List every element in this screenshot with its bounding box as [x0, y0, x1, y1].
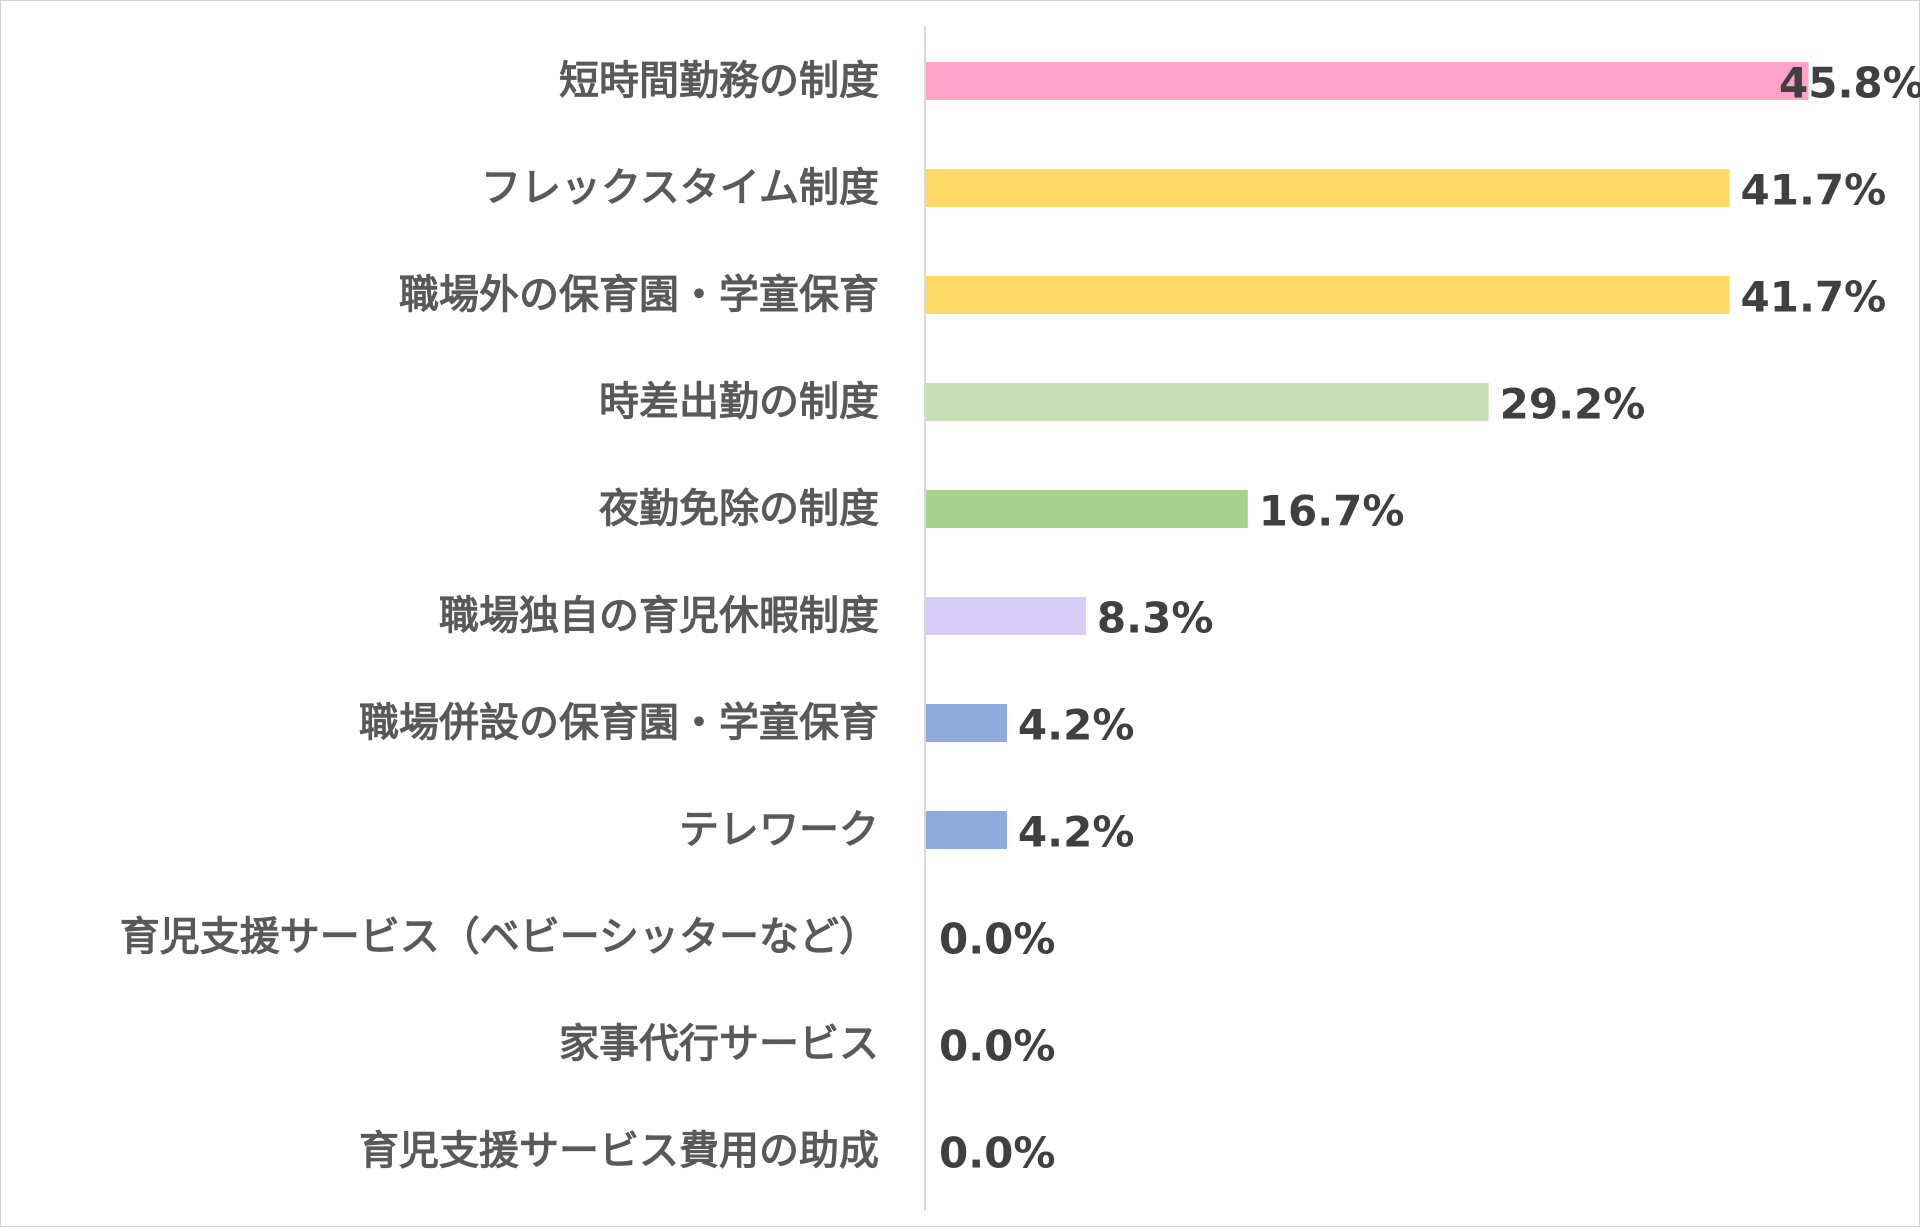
bars-layer [926, 62, 1809, 849]
data-label: 0.0% [939, 1129, 1055, 1178]
category-labels: 短時間勤務の制度フレックスタイム制度職場外の保育園・学童保育時差出勤の制度夜勤免… [120, 58, 879, 1174]
data-label: 4.2% [1018, 808, 1134, 857]
category-label: 夜勤免除の制度 [598, 486, 879, 532]
bar [926, 490, 1248, 528]
value-labels: 45.8% 41.7% 41.7% 29.2% 16.7% 8.3% 4.2% 4.2% 0.0… [939, 59, 1920, 1178]
bar [926, 169, 1730, 207]
category-label: フレックスタイム制度 [481, 165, 879, 211]
category-label: テレワーク [679, 807, 879, 853]
category-label: 家事代行サービス [559, 1021, 879, 1067]
category-label: 職場独自の育児休暇制度 [439, 593, 879, 639]
data-label: 16.7% [1259, 487, 1405, 536]
data-label: 29.2% [1500, 380, 1646, 429]
data-label: 4.2% [1018, 701, 1134, 750]
bar [926, 704, 1007, 742]
category-label: 育児支援サービス（ベビーシッターなど） [120, 914, 879, 960]
bar [926, 62, 1809, 100]
data-label: 8.3% [1097, 594, 1213, 643]
category-label: 短時間勤務の制度 [559, 58, 879, 104]
data-label: 0.0% [939, 1022, 1055, 1071]
bar [926, 383, 1489, 421]
category-label: 職場外の保育園・学童保育 [399, 272, 879, 318]
bar [926, 597, 1086, 635]
data-label: 41.7% [1741, 273, 1887, 322]
data-label: 0.0% [939, 915, 1055, 964]
data-label: 41.7% [1741, 166, 1887, 215]
category-label: 育児支援サービス費用の助成 [359, 1128, 879, 1174]
category-label: 職場併設の保育園・学童保育 [359, 700, 879, 746]
bar [926, 276, 1730, 314]
category-label: 時差出勤の制度 [599, 379, 879, 425]
bar [926, 811, 1007, 849]
data-label: 45.8% [1779, 59, 1920, 108]
